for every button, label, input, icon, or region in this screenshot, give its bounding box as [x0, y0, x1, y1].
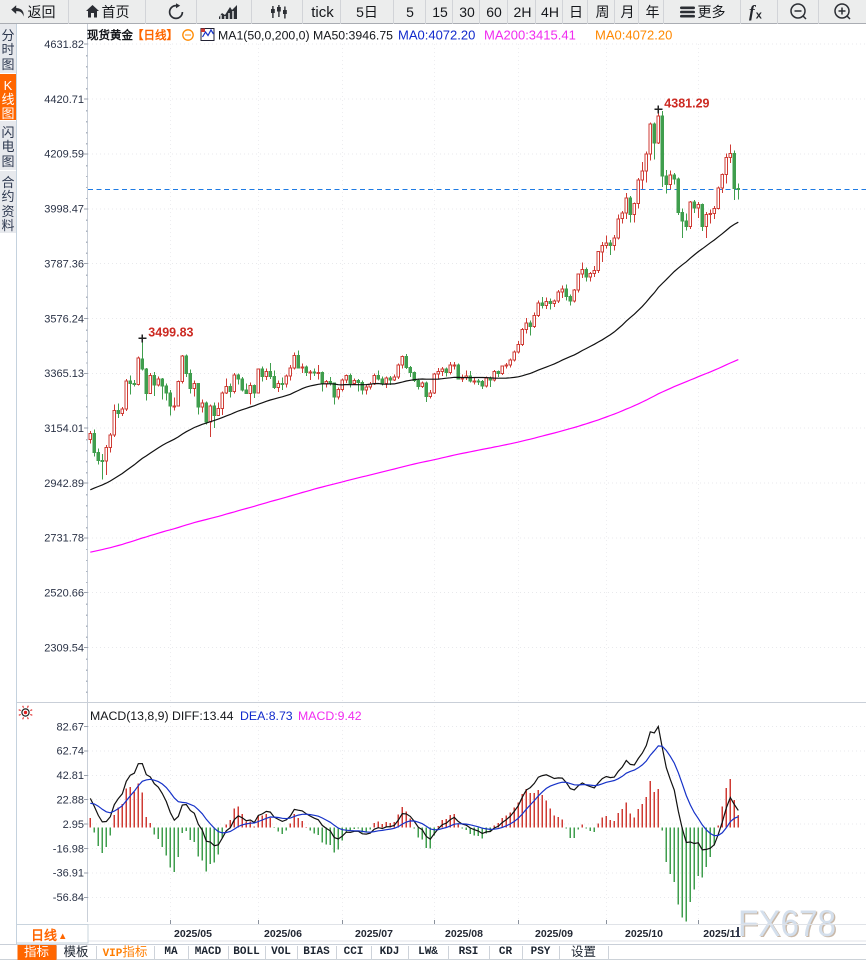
svg-text:MA1(50,0,200,0) MA50:3946.75: MA1(50,0,200,0) MA50:3946.75 [218, 29, 393, 43]
svg-text:3998.47: 3998.47 [44, 204, 84, 216]
svg-text:2025/07: 2025/07 [355, 928, 393, 940]
svg-text:FX678: FX678 [738, 903, 836, 944]
svg-text:-56.84: -56.84 [53, 892, 84, 904]
svg-text:3576.24: 3576.24 [44, 313, 84, 325]
svg-text:2025/11: 2025/11 [703, 928, 741, 940]
svg-text:4420.71: 4420.71 [44, 94, 84, 106]
svg-text:MA0:4072.20: MA0:4072.20 [595, 28, 672, 43]
svg-text:-36.91: -36.91 [53, 868, 84, 880]
svg-text:MACD(13,8,9) DIFF:13.44: MACD(13,8,9) DIFF:13.44 [90, 709, 234, 723]
svg-text:4381.29: 4381.29 [664, 96, 709, 110]
svg-text:现货黄金: 现货黄金 [87, 28, 133, 42]
svg-text:22.88: 22.88 [56, 795, 84, 807]
svg-text:DEA:8.73: DEA:8.73 [240, 709, 293, 723]
svg-text:2025/05: 2025/05 [174, 928, 212, 940]
svg-text:▲: ▲ [58, 931, 67, 942]
svg-text:62.74: 62.74 [56, 746, 84, 758]
svg-text:2520.66: 2520.66 [44, 588, 84, 600]
svg-text:42.81: 42.81 [56, 770, 84, 782]
svg-text:f: f [749, 3, 757, 21]
svg-text:3154.01: 3154.01 [44, 423, 84, 435]
svg-text:4631.82: 4631.82 [44, 39, 84, 51]
svg-text:x: x [756, 10, 763, 22]
svg-text:日线: 日线 [31, 928, 57, 943]
svg-text:2025/09: 2025/09 [535, 928, 573, 940]
svg-text:3787.36: 3787.36 [44, 258, 84, 270]
svg-text:2025/10: 2025/10 [625, 928, 663, 940]
svg-text:3499.83: 3499.83 [148, 325, 193, 339]
svg-text:MA200:3415.41: MA200:3415.41 [484, 28, 576, 43]
svg-text:2731.78: 2731.78 [44, 533, 84, 545]
svg-text:2942.89: 2942.89 [44, 478, 84, 490]
svg-text:3365.13: 3365.13 [44, 368, 84, 380]
svg-text:2025/08: 2025/08 [445, 928, 483, 940]
svg-text:2.95: 2.95 [63, 819, 84, 831]
svg-text:2025/06: 2025/06 [264, 928, 302, 940]
svg-text:2309.54: 2309.54 [44, 642, 84, 654]
svg-text:4209.59: 4209.59 [44, 149, 84, 161]
svg-text:【日线】: 【日线】 [132, 28, 178, 42]
svg-text:MA0:4072.20: MA0:4072.20 [398, 28, 475, 43]
svg-text:-16.98: -16.98 [53, 843, 84, 855]
svg-text:82.67: 82.67 [56, 721, 84, 733]
svg-text:MACD:9.42: MACD:9.42 [298, 709, 362, 723]
